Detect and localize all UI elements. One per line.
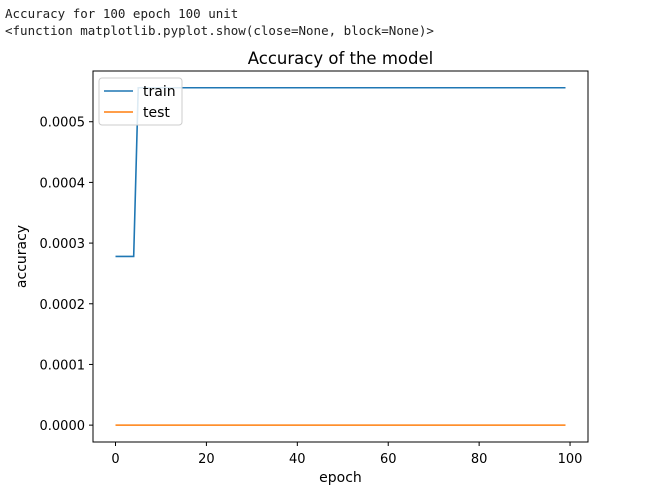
legend-label-test: test [143, 105, 170, 121]
console-line: <function matplotlib.pyplot.show(close=N… [5, 23, 434, 38]
series-line-train [115, 86, 566, 258]
y-tick-label: 0.0003 [40, 237, 86, 252]
legend: train test [98, 77, 183, 126]
console-line: Accuracy for 100 epoch 100 unit [5, 6, 239, 21]
tick-layer: 0 20 40 60 80 100 0.0000 0.0001 0.0002 0.0003 0.00… [40, 116, 583, 467]
console-output: Accuracy for 100 epoch 100 unit <function… [5, 5, 434, 39]
y-tick-label: 0.0005 [40, 116, 86, 131]
y-tick-label: 0.0000 [40, 419, 86, 434]
legend-label-train: train [143, 84, 176, 100]
y-tick-label: 0.0004 [40, 176, 86, 191]
x-axis-label: epoch [319, 470, 362, 486]
x-tick-label: 40 [289, 452, 306, 467]
y-axis-label: accuracy [14, 225, 30, 288]
y-tick-label: 0.0001 [40, 358, 86, 373]
legend-box [98, 77, 183, 126]
plot-frame [92, 70, 589, 443]
x-tick-label: 20 [198, 452, 215, 467]
x-tick-label: 0 [111, 452, 119, 467]
series-layer [115, 86, 566, 426]
y-tick-label: 0.0002 [40, 298, 86, 313]
x-tick-label: 100 [558, 452, 583, 467]
chart-title: Accuracy of the model [248, 49, 433, 68]
x-tick-label: 80 [471, 452, 488, 467]
x-tick-label: 60 [380, 452, 397, 467]
